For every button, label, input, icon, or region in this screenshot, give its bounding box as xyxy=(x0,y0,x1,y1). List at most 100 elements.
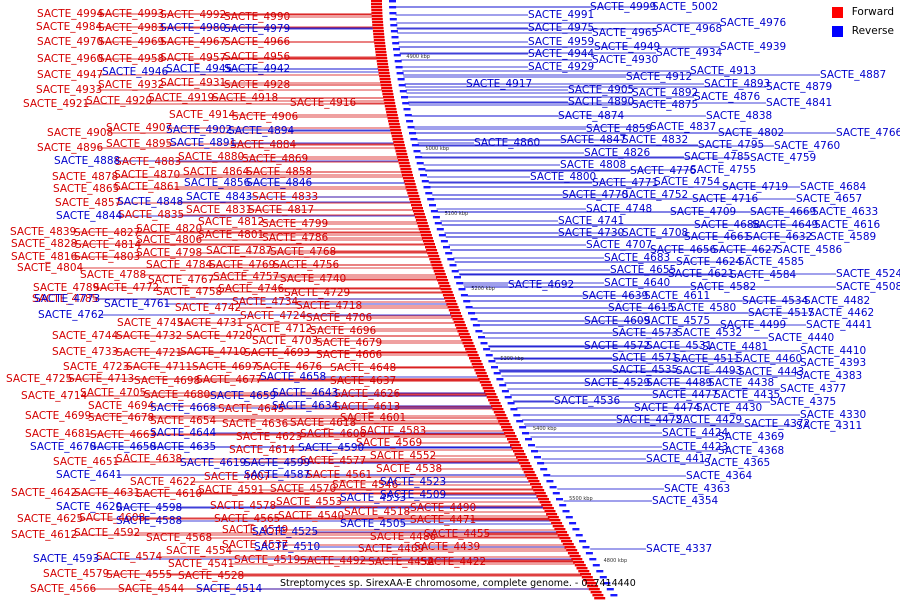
gene-label: SACTE_4934 xyxy=(656,47,723,59)
forward-gene-arrow xyxy=(434,273,446,276)
gene-label: SACTE_4369 xyxy=(718,431,784,443)
gene-label: SACTE_4832 xyxy=(622,134,688,146)
gene-label: SACTE_4561 xyxy=(306,469,372,481)
forward-gene-arrow xyxy=(376,60,388,63)
gene-label: SACTE_4711 xyxy=(126,361,192,373)
forward-gene-arrow xyxy=(483,390,495,393)
gene-label: SACTE_4798 xyxy=(136,247,202,259)
gene-label: SACTE_4417 xyxy=(646,453,712,465)
forward-gene-arrow xyxy=(513,450,524,453)
gene-label: SACTE_4573 xyxy=(612,327,678,339)
gene-label: SACTE_4803 xyxy=(74,251,140,263)
reverse-gene-arrow xyxy=(410,138,418,141)
gene-label: SACTE_4626 xyxy=(334,388,401,400)
forward-gene-arrow xyxy=(534,492,546,495)
forward-gene-arrow xyxy=(446,303,458,306)
gene-label: SACTE_4424 xyxy=(662,427,729,439)
reverse-gene-arrow xyxy=(389,12,397,15)
forward-gene-arrow xyxy=(469,357,480,360)
forward-gene-arrow xyxy=(498,420,510,423)
gene-label: SACTE_4766 xyxy=(836,127,900,139)
scale-tick-label: 4900 kbp xyxy=(406,54,430,60)
gene-labels: SACTE_4994SACTE_4993SACTE_4992SACTE_4990… xyxy=(6,1,900,595)
gene-label: SACTE_4785 xyxy=(684,151,750,163)
gene-label: SACTE_4693 xyxy=(244,347,310,359)
gene-label: SACTE_4759 xyxy=(750,152,816,164)
gene-label: SACTE_4847 xyxy=(560,134,626,146)
gene-label: SACTE_4460 xyxy=(736,353,802,365)
reverse-gene-arrow xyxy=(579,540,587,543)
forward-gene-arrow xyxy=(482,387,494,390)
forward-gene-arrow xyxy=(412,210,424,213)
forward-gene-arrow xyxy=(386,111,398,114)
gene-label: SACTE_4368 xyxy=(718,445,784,457)
gene-label: SACTE_4969 xyxy=(98,36,164,48)
gene-label: SACTE_4787 xyxy=(206,245,272,257)
gene-label: SACTE_4870 xyxy=(114,169,180,181)
forward-gene-arrow xyxy=(398,162,410,165)
gene-label: SACTE_4683 xyxy=(604,252,670,264)
gene-label: SACTE_4724 xyxy=(240,310,307,322)
gene-label: SACTE_4511 xyxy=(674,353,740,365)
gene-label: SACTE_4607 xyxy=(204,471,270,483)
forward-gene-arrow xyxy=(594,597,606,600)
forward-gene-arrow xyxy=(374,45,386,48)
reverse-gene-arrow xyxy=(592,564,600,567)
gene-label: SACTE_4634 xyxy=(272,400,339,412)
gene-label: SACTE_4679 xyxy=(316,337,382,349)
forward-gene-arrow xyxy=(450,312,461,315)
gene-label: SACTE_4650 xyxy=(90,441,156,453)
forward-gene-arrow xyxy=(467,354,479,357)
gene-label: SACTE_4638 xyxy=(116,453,182,465)
reverse-gene-arrow xyxy=(491,366,498,369)
forward-gene-arrow xyxy=(581,576,593,579)
gene-label: SACTE_4808 xyxy=(560,159,626,171)
gene-label: SACTE_4330 xyxy=(800,409,866,421)
gene-label: SACTE_4892 xyxy=(632,87,698,99)
gene-label: SACTE_4645 xyxy=(218,403,284,415)
gene-label: SACTE_4861 xyxy=(114,181,180,193)
reverse-gene-arrow xyxy=(603,582,611,585)
reverse-gene-arrow xyxy=(394,60,402,63)
forward-gene-arrow xyxy=(492,408,504,411)
gene-label: SACTE_4992 xyxy=(160,9,226,21)
forward-gene-arrow xyxy=(419,231,431,234)
gene-label: SACTE_4993 xyxy=(98,8,164,20)
forward-gene-arrow xyxy=(396,153,408,156)
gene-label: SACTE_4838 xyxy=(706,110,772,122)
gene-label: SACTE_4354 xyxy=(652,495,719,507)
gene-label: SACTE_4742 xyxy=(175,302,241,314)
gene-label: SACTE_4788 xyxy=(80,269,146,281)
gene-label: SACTE_4592 xyxy=(74,527,140,539)
gene-label: SACTE_4615 xyxy=(608,302,674,314)
legend-forward-label: Forward xyxy=(851,6,894,18)
forward-gene-arrow xyxy=(475,372,487,375)
forward-gene-arrow xyxy=(502,429,514,432)
forward-gene-arrow xyxy=(552,525,564,528)
gene-label: SACTE_4608 xyxy=(79,512,145,524)
reverse-gene-arrow xyxy=(404,114,412,117)
forward-gene-arrow xyxy=(384,102,396,105)
forward-gene-arrow xyxy=(439,285,451,288)
gene-label: SACTE_4741 xyxy=(558,215,624,227)
gene-label: SACTE_4365 xyxy=(704,457,770,469)
forward-gene-arrow xyxy=(409,198,421,201)
gene-label: SACTE_4566 xyxy=(30,583,97,595)
gene-label: SACTE_4906 xyxy=(232,111,299,123)
reverse-gene-arrow xyxy=(546,480,554,483)
gene-label: SACTE_4492 xyxy=(300,555,366,567)
gene-label: SACTE_4568 xyxy=(146,532,212,544)
gene-label: SACTE_4744 xyxy=(52,330,119,342)
legend-reverse-swatch xyxy=(831,25,843,37)
gene-label: SACTE_4709 xyxy=(670,206,736,218)
reverse-gene-arrow xyxy=(440,240,448,243)
forward-gene-arrow xyxy=(378,69,390,72)
gene-label: SACTE_4931 xyxy=(160,77,226,89)
reverse-gene-arrow xyxy=(438,234,446,237)
forward-gene-arrow xyxy=(418,228,430,231)
forward-gene-arrow xyxy=(525,474,537,477)
gene-label: SACTE_4712 xyxy=(246,323,312,335)
forward-gene-arrow xyxy=(392,138,404,141)
forward-gene-arrow xyxy=(372,30,384,33)
gene-label: SACTE_4311 xyxy=(796,420,862,432)
